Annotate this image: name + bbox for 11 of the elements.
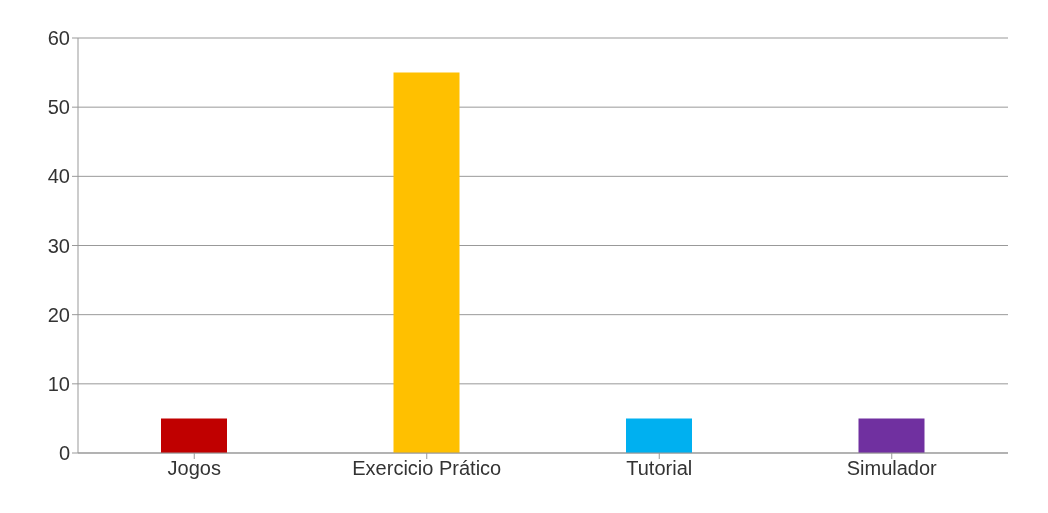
- y-tick-label: 60: [47, 27, 70, 50]
- y-tick-label: 10: [47, 372, 70, 395]
- x-tick-label: Exercicio Prático: [352, 457, 502, 480]
- y-tick-label: 20: [47, 303, 70, 326]
- y-tick-label: 40: [47, 165, 70, 188]
- x-tick-label: Tutorial: [626, 457, 693, 480]
- y-tick-label: 30: [47, 234, 70, 257]
- y-tick-label: 50: [47, 96, 70, 119]
- y-tick-label: 0: [58, 442, 70, 465]
- x-tick-label: Jogos: [167, 457, 221, 480]
- x-tick-label: Simulador: [846, 457, 938, 480]
